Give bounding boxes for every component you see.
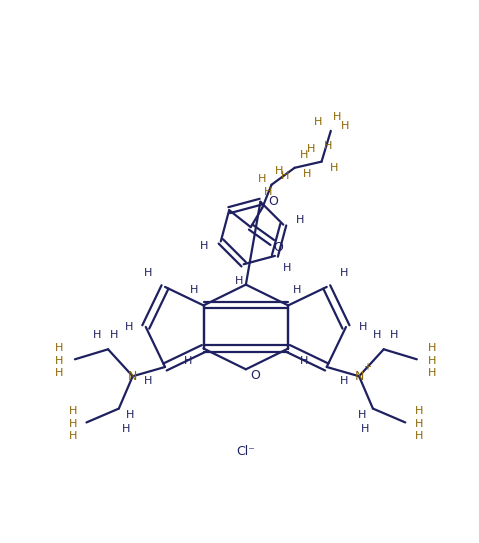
Text: H: H xyxy=(358,410,366,420)
Text: H: H xyxy=(200,241,209,251)
Text: H: H xyxy=(110,331,118,340)
Text: H: H xyxy=(68,431,77,441)
Text: H: H xyxy=(330,163,338,173)
Text: H: H xyxy=(299,356,308,366)
Text: N: N xyxy=(354,370,364,383)
Text: H: H xyxy=(303,169,311,179)
Text: H: H xyxy=(122,424,131,434)
Text: N: N xyxy=(128,370,137,383)
Text: H: H xyxy=(68,419,77,429)
Text: H: H xyxy=(340,376,348,386)
Text: H: H xyxy=(296,215,304,225)
Text: H: H xyxy=(293,285,302,295)
Text: H: H xyxy=(68,406,77,416)
Text: O: O xyxy=(268,195,278,208)
Text: H: H xyxy=(258,174,266,184)
Text: O: O xyxy=(250,369,260,382)
Text: H: H xyxy=(125,410,134,420)
Text: H: H xyxy=(428,343,436,353)
Text: H: H xyxy=(323,141,332,151)
Text: H: H xyxy=(275,166,284,176)
Text: H: H xyxy=(300,150,308,161)
Text: H: H xyxy=(428,356,436,366)
Text: H: H xyxy=(190,285,198,295)
Text: H: H xyxy=(390,331,399,340)
Text: H: H xyxy=(263,187,272,198)
Text: H: H xyxy=(415,406,423,416)
Text: H: H xyxy=(415,419,423,429)
Text: H: H xyxy=(125,322,133,332)
Text: H: H xyxy=(56,356,64,366)
Text: H: H xyxy=(428,368,436,378)
Text: Cl⁻: Cl⁻ xyxy=(237,445,255,458)
Text: H: H xyxy=(415,431,423,441)
Text: H: H xyxy=(144,268,152,278)
Text: H: H xyxy=(373,331,382,340)
Text: H: H xyxy=(283,263,291,273)
Text: H: H xyxy=(361,424,369,434)
Text: H: H xyxy=(341,121,349,131)
Text: H: H xyxy=(184,356,192,366)
Text: H: H xyxy=(281,171,290,180)
Text: H: H xyxy=(314,117,323,127)
Text: H: H xyxy=(235,276,243,286)
Text: H: H xyxy=(307,144,315,154)
Text: H: H xyxy=(333,112,341,122)
Text: O: O xyxy=(274,241,284,254)
Text: H: H xyxy=(144,376,152,386)
Text: H: H xyxy=(359,322,367,332)
Text: H: H xyxy=(340,268,348,278)
Text: +: + xyxy=(363,362,371,372)
Text: H: H xyxy=(56,343,64,353)
Text: H: H xyxy=(56,368,64,378)
Text: H: H xyxy=(93,331,102,340)
